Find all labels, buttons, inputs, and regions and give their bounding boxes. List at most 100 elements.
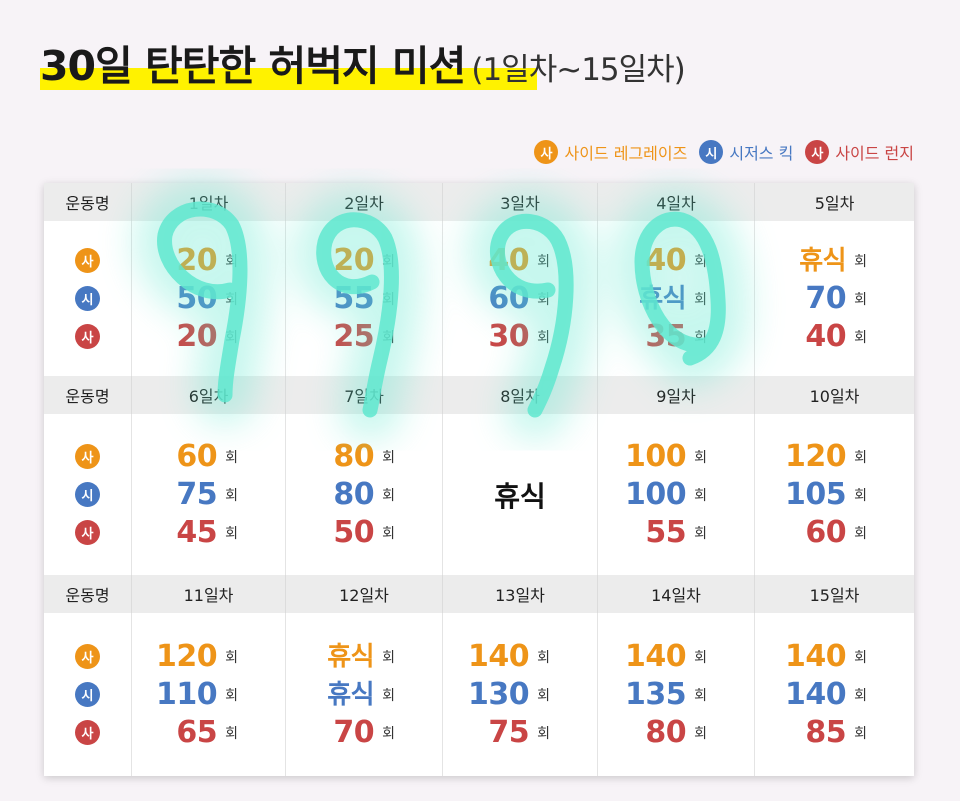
day-cell: 140 회 140 회 85 회	[754, 613, 914, 776]
rep-count: 65	[176, 714, 218, 750]
header-cell-day: 12일차	[285, 575, 442, 613]
rep-line: 55 회	[333, 280, 395, 318]
rep-count: 80	[645, 714, 687, 750]
day-cell: 100 회 100 회 55 회	[597, 414, 754, 575]
rep-list: 20 회 55 회 25 회	[333, 242, 395, 356]
rep-line: 120 회	[785, 438, 867, 476]
rep-count: 휴식	[799, 245, 847, 276]
exercise-badge: 사	[75, 324, 100, 349]
legend-label: 사이드 런지	[835, 144, 914, 163]
rep-unit: 회	[694, 329, 707, 346]
day-cell: 휴식	[442, 414, 597, 575]
header-cell-day: 6일차	[131, 376, 285, 414]
workout-table: 운동명 1일차 2일차 3일차 4일차 5일차 사 시 사 20 회 50 회 20 회 20 회 55 회 25 회 4…	[44, 183, 914, 776]
rep-unit: 회	[854, 649, 867, 666]
rep-unit: 회	[382, 687, 395, 704]
rep-line: 40 회	[799, 318, 867, 356]
rep-count: 40	[645, 242, 687, 278]
rep-line: 80 회	[333, 438, 395, 476]
rep-line: 105 회	[785, 476, 867, 514]
rep-count: 140	[467, 638, 530, 674]
day-cell: 80 회 80 회 50 회	[285, 414, 442, 575]
day-cell: 휴식 회 휴식 회 70 회	[285, 613, 442, 776]
rep-unit: 회	[382, 525, 395, 542]
rep-count: 35	[645, 318, 687, 354]
page-title: 30일 탄탄한 허벅지 미션 (1일차~15일차)	[40, 36, 686, 100]
rep-line: 140 회	[785, 676, 867, 714]
rep-unit: 회	[537, 725, 550, 742]
rep-count: 50	[333, 514, 375, 550]
rep-line: 60 회	[176, 438, 238, 476]
rep-count: 140	[784, 676, 847, 712]
rep-line: 휴식 회	[799, 242, 867, 280]
exercise-badge: 시	[75, 286, 100, 311]
rep-unit: 회	[382, 291, 395, 308]
day-cell: 120 회 105 회 60 회	[754, 414, 914, 575]
rep-unit: 회	[225, 329, 238, 346]
rep-unit: 회	[694, 687, 707, 704]
rep-count: 휴식	[639, 283, 687, 314]
rep-line: 휴식 회	[639, 280, 707, 318]
rep-count: 휴식	[327, 641, 375, 672]
rep-line: 135 회	[625, 676, 707, 714]
rep-line: 40 회	[488, 242, 550, 280]
legend-label: 시저스 킥	[729, 144, 794, 163]
rep-line: 60 회	[785, 514, 867, 552]
rep-count: 45	[176, 514, 218, 550]
exercise-badge: 사	[75, 720, 100, 745]
rep-line: 140 회	[785, 638, 867, 676]
rep-count: 25	[333, 318, 375, 354]
day-cell: 40 회 휴식 회 35 회	[597, 221, 754, 376]
rep-count: 60	[176, 438, 218, 474]
rep-unit: 회	[694, 649, 707, 666]
legend-item: 시 시저스 킥	[699, 140, 793, 164]
day-cell: 60 회 75 회 45 회	[131, 414, 285, 575]
rep-count: 100	[624, 438, 687, 474]
rep-count: 40	[805, 318, 847, 354]
rep-count: 105	[784, 476, 847, 512]
rep-count: 60	[805, 514, 847, 550]
legend: 사 사이드 레그레이즈 시 시저스 킥 사 사이드 런지	[522, 140, 914, 164]
rep-line: 40 회	[639, 242, 707, 280]
rep-list: 140 회 140 회 85 회	[785, 638, 867, 752]
rep-count: 120	[784, 438, 847, 474]
header-cell-day: 4일차	[597, 183, 754, 221]
legend-item: 사 사이드 레그레이즈	[534, 140, 687, 164]
rep-unit: 회	[225, 725, 238, 742]
rep-unit: 회	[382, 487, 395, 504]
header-cell-exercise: 운동명	[44, 376, 131, 414]
legend-badge: 사	[534, 140, 559, 164]
rep-line: 120 회	[156, 638, 238, 676]
exercise-badge: 시	[75, 682, 100, 707]
rep-count: 55	[333, 280, 375, 316]
rep-line: 100 회	[625, 476, 707, 514]
header-cell-day: 1일차	[131, 183, 285, 221]
rep-unit: 회	[382, 329, 395, 346]
rep-list: 120 회 110 회 65 회	[156, 638, 238, 752]
rep-line: 50 회	[333, 514, 395, 552]
rep-unit: 회	[854, 329, 867, 346]
rep-line: 80 회	[333, 476, 395, 514]
rep-line: 20 회	[176, 318, 238, 356]
rep-line: 65 회	[156, 714, 238, 752]
header-cell-day: 2일차	[285, 183, 442, 221]
rep-list: 40 회 60 회 30 회	[488, 242, 550, 356]
rep-unit: 회	[854, 487, 867, 504]
rep-count: 140	[624, 638, 687, 674]
day-cell: 140 회 130 회 75 회	[442, 613, 597, 776]
rep-count: 40	[488, 242, 530, 278]
rep-unit: 회	[537, 687, 550, 704]
rep-list: 20 회 50 회 20 회	[176, 242, 238, 356]
rep-count: 135	[624, 676, 687, 712]
rep-list: 140 회 130 회 75 회	[468, 638, 550, 752]
title-sub: (1일차~15일차)	[471, 52, 685, 88]
rep-line: 70 회	[799, 280, 867, 318]
title-highlight	[40, 68, 537, 90]
rep-line: 100 회	[625, 438, 707, 476]
rep-unit: 회	[854, 291, 867, 308]
rep-line: 110 회	[156, 676, 238, 714]
rep-line: 25 회	[333, 318, 395, 356]
